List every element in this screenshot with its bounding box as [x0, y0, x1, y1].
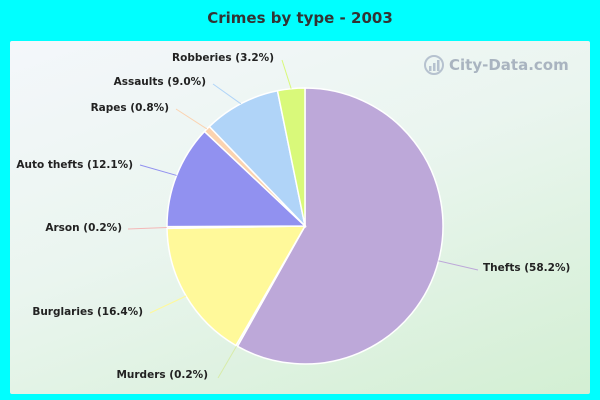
- slice-label: Rapes (0.8%): [91, 102, 169, 114]
- leader-line: [149, 295, 187, 314]
- leader-line: [217, 345, 238, 379]
- pie-slice: [166, 130, 307, 228]
- watermark: City-Data.com: [423, 55, 569, 75]
- pie-slice: [166, 225, 307, 347]
- slice-label: Thefts (58.2%): [483, 262, 570, 274]
- chart-title: Crimes by type - 2003: [207, 9, 393, 27]
- slice-label: Arson (0.2%): [45, 222, 122, 234]
- leader-line: [438, 260, 479, 271]
- leader-line: [127, 227, 168, 230]
- leader-line: [212, 83, 242, 105]
- slice-label: Robberies (3.2%): [172, 52, 274, 64]
- slice-label: Burglaries (16.4%): [32, 306, 143, 318]
- slice-label: Murders (0.2%): [116, 369, 208, 381]
- watermark-logo-icon: [424, 55, 444, 75]
- leader-line: [281, 59, 292, 89]
- leader-line: [139, 164, 177, 176]
- watermark-text: City-Data.com: [449, 56, 569, 74]
- slice-label: Assaults (9.0%): [114, 76, 206, 88]
- slice-label: Auto thefts (12.1%): [16, 159, 133, 171]
- leader-line: [175, 108, 208, 130]
